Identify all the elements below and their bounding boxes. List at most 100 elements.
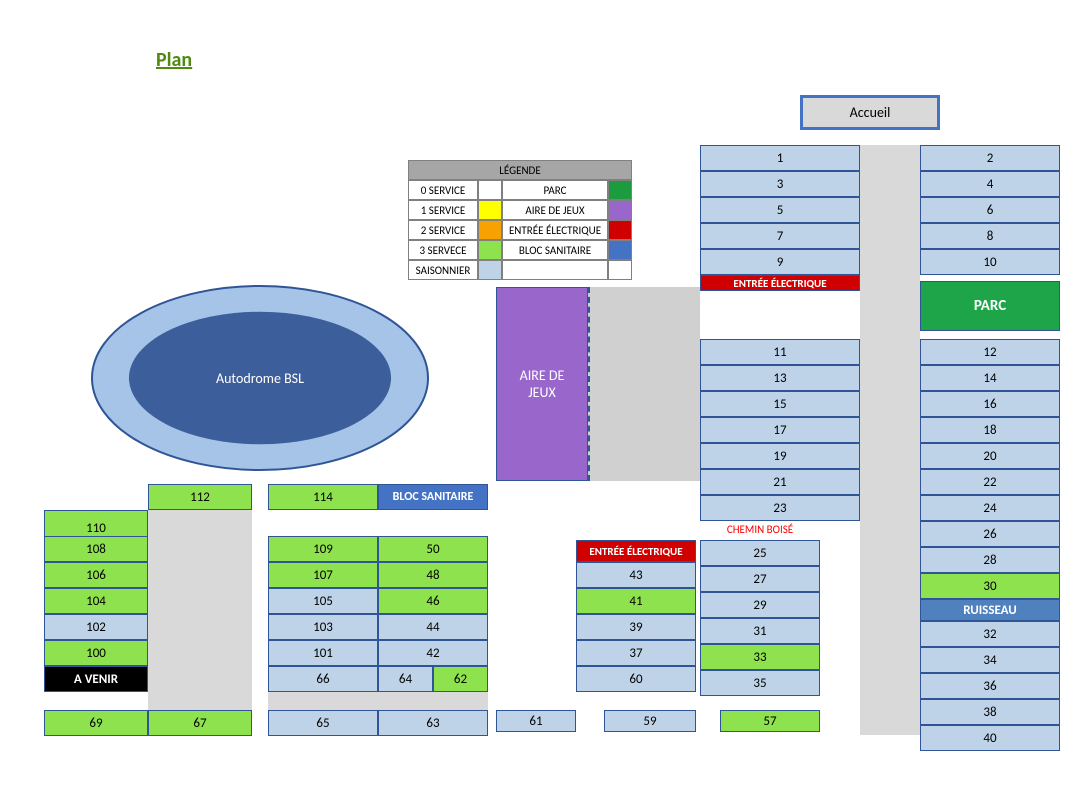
- lot-17[interactable]: 17: [700, 417, 860, 443]
- lot-14[interactable]: 14: [920, 365, 1060, 391]
- lot-48[interactable]: 48: [378, 562, 488, 588]
- cell-BLOC SANITAIRE[interactable]: BLOC SANITAIRE: [378, 484, 488, 510]
- legend-l-0: 0 SERVICE: [408, 180, 478, 200]
- lot-37[interactable]: 37: [576, 640, 696, 666]
- lot-35[interactable]: 35: [700, 670, 820, 696]
- lot-28[interactable]: 28: [920, 547, 1060, 573]
- lot-59[interactable]: 59: [604, 710, 696, 732]
- legend-r-3: BLOC SANITAIRE: [502, 240, 608, 260]
- lot-26[interactable]: 26: [920, 521, 1060, 547]
- lot-A VENIR[interactable]: A VENIR: [44, 666, 148, 692]
- lot-13[interactable]: 13: [700, 365, 860, 391]
- lot-29[interactable]: 29: [700, 592, 820, 618]
- lot-11[interactable]: 11: [700, 339, 860, 365]
- lot-103[interactable]: 103: [268, 614, 378, 640]
- legend-title: LÉGENDE: [408, 160, 632, 180]
- lot-15[interactable]: 15: [700, 391, 860, 417]
- lot-5[interactable]: 5: [700, 197, 860, 223]
- legend-l-3: 3 SERVECE: [408, 240, 478, 260]
- lot-16[interactable]: 16: [920, 391, 1060, 417]
- lot-27[interactable]: 27: [700, 566, 820, 592]
- lot-21[interactable]: 21: [700, 469, 860, 495]
- lot-23[interactable]: 23: [700, 495, 860, 521]
- legend-r-0: PARC: [502, 180, 608, 200]
- lot-101[interactable]: 101: [268, 640, 378, 666]
- lot-105[interactable]: 105: [268, 588, 378, 614]
- entree-electrique-top: ENTRÉE ÉLECTRIQUE: [700, 275, 860, 291]
- lot-18[interactable]: 18: [920, 417, 1060, 443]
- lot-38[interactable]: 38: [920, 699, 1060, 725]
- legend-l-2: 2 SERVICE: [408, 220, 478, 240]
- lot-25[interactable]: 25: [700, 540, 820, 566]
- autodrome-oval: Autodrome BSL: [88, 282, 432, 474]
- cell-112[interactable]: 112: [148, 484, 252, 510]
- cell-114[interactable]: 114: [268, 484, 378, 510]
- legend-lc-3: [478, 240, 502, 260]
- lot-102[interactable]: 102: [44, 614, 148, 640]
- lot-9[interactable]: 9: [700, 249, 860, 275]
- lot-43[interactable]: 43: [576, 562, 696, 588]
- chemin-boise-label: CHEMIN BOISÉ: [660, 522, 860, 536]
- legend-lc-1: [478, 200, 502, 220]
- lot-63[interactable]: 63: [378, 710, 488, 736]
- aire-path: [588, 287, 700, 481]
- left-greypad: [148, 510, 252, 710]
- lot-39[interactable]: 39: [576, 614, 696, 640]
- lot-41[interactable]: 41: [576, 588, 696, 614]
- aire-divider: [588, 287, 590, 481]
- lot-2[interactable]: 2: [920, 145, 1060, 171]
- lot-50[interactable]: 50: [378, 536, 488, 562]
- lot-42[interactable]: 42: [378, 640, 488, 666]
- lot-46[interactable]: 46: [378, 588, 488, 614]
- legend-r-2: ENTRÉE ÉLECTRIQUE: [502, 220, 608, 240]
- lot-34[interactable]: 34: [920, 647, 1060, 673]
- lot-109[interactable]: 109: [268, 536, 378, 562]
- left-greypad2: [268, 692, 488, 710]
- lot-20[interactable]: 20: [920, 443, 1060, 469]
- lot-8[interactable]: 8: [920, 223, 1060, 249]
- lot-61[interactable]: 61: [496, 710, 576, 732]
- lot-10[interactable]: 10: [920, 249, 1060, 275]
- lot-106[interactable]: 106: [44, 562, 148, 588]
- lot-64[interactable]: 64: [378, 666, 433, 692]
- svg-text:Autodrome BSL: Autodrome BSL: [216, 370, 304, 387]
- legend-rc-4: [608, 260, 632, 280]
- lot-67[interactable]: 67: [148, 710, 252, 736]
- lot-57[interactable]: 57: [720, 710, 820, 732]
- lot-104[interactable]: 104: [44, 588, 148, 614]
- lot-1[interactable]: 1: [700, 145, 860, 171]
- lot-44[interactable]: 44: [378, 614, 488, 640]
- lot-62[interactable]: 62: [433, 666, 488, 692]
- lot-19[interactable]: 19: [700, 443, 860, 469]
- lot-107[interactable]: 107: [268, 562, 378, 588]
- ruisseau: RUISSEAU: [920, 599, 1060, 621]
- lot-36[interactable]: 36: [920, 673, 1060, 699]
- lot-66[interactable]: 66: [268, 666, 378, 692]
- legend-l-1: 1 SERVICE: [408, 200, 478, 220]
- entree-electrique-mid: ENTRÉE ÉLECTRIQUE: [576, 540, 696, 562]
- lot-69[interactable]: 69: [44, 710, 148, 736]
- lot-65[interactable]: 65: [268, 710, 378, 736]
- lot-33[interactable]: 33: [700, 644, 820, 670]
- lot-31[interactable]: 31: [700, 618, 820, 644]
- legend-lc-2: [478, 220, 502, 240]
- lot-108[interactable]: 108: [44, 536, 148, 562]
- lot-30[interactable]: 30: [920, 573, 1060, 599]
- lot-12[interactable]: 12: [920, 339, 1060, 365]
- lot-60[interactable]: 60: [576, 666, 696, 692]
- lot-6[interactable]: 6: [920, 197, 1060, 223]
- lot-32[interactable]: 32: [920, 621, 1060, 647]
- legend-rc-3: [608, 240, 632, 260]
- legend-lc-0: [478, 180, 502, 200]
- lot-3[interactable]: 3: [700, 171, 860, 197]
- legend-rc-0: [608, 180, 632, 200]
- path-main: [860, 145, 920, 735]
- lot-24[interactable]: 24: [920, 495, 1060, 521]
- legend-l-4: SAISONNIER: [408, 260, 478, 280]
- lot-22[interactable]: 22: [920, 469, 1060, 495]
- lot-40[interactable]: 40: [920, 725, 1060, 751]
- accueil-box: Accueil: [800, 95, 940, 130]
- lot-100[interactable]: 100: [44, 640, 148, 666]
- lot-7[interactable]: 7: [700, 223, 860, 249]
- lot-4[interactable]: 4: [920, 171, 1060, 197]
